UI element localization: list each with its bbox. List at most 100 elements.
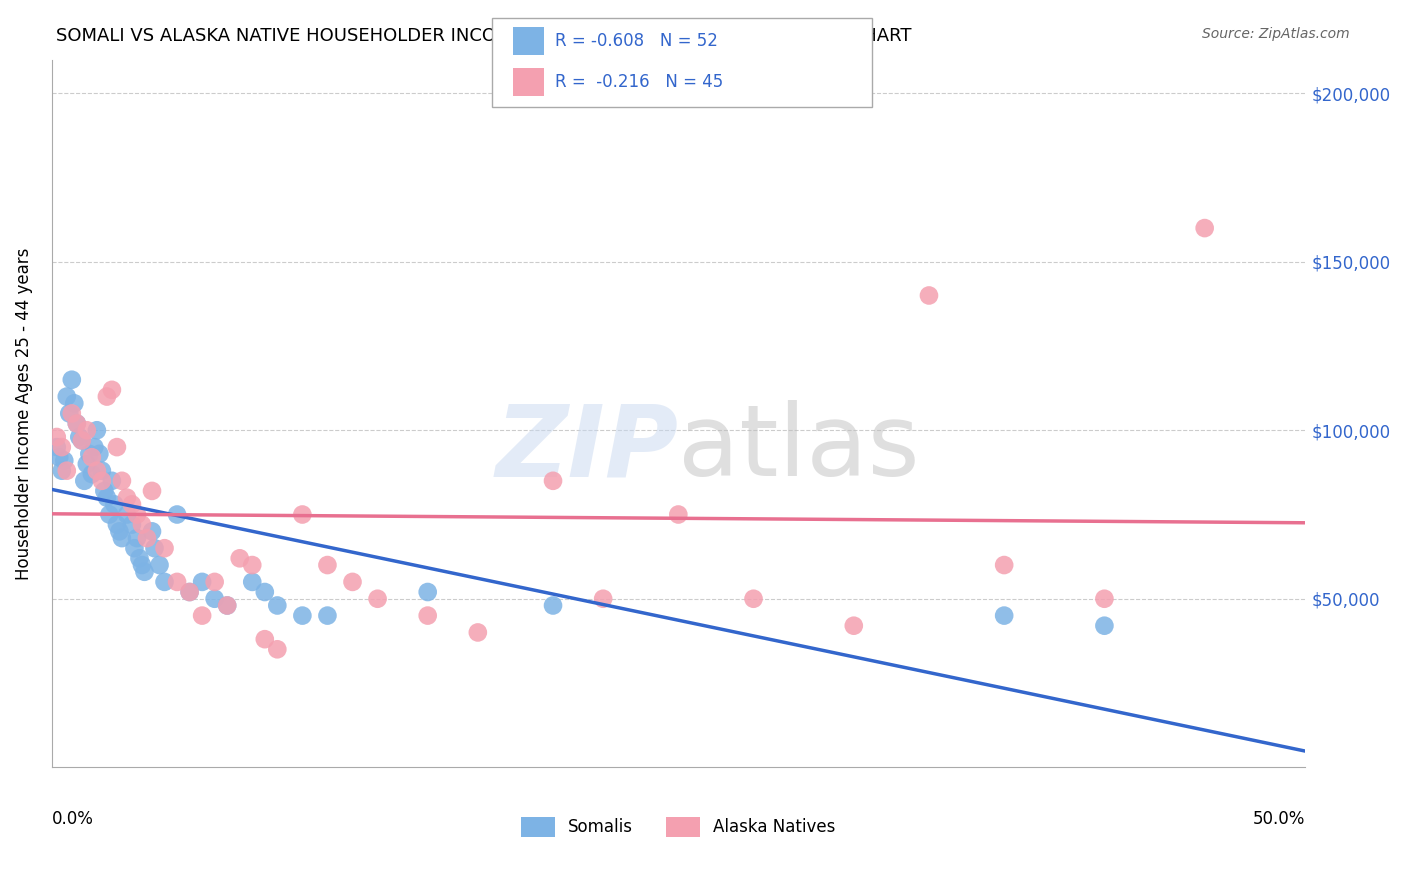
Alaska Natives (316, 558, 339, 572)
Somalis (105, 517, 128, 532)
Somalis (131, 558, 153, 572)
Somalis (416, 585, 439, 599)
Somalis (266, 599, 288, 613)
Alaska Natives (45, 430, 67, 444)
Somalis (121, 517, 143, 532)
Somalis (166, 508, 188, 522)
Alaska Natives (121, 497, 143, 511)
Alaska Natives (125, 508, 148, 522)
Alaska Natives (96, 390, 118, 404)
Somalis (80, 467, 103, 481)
Somalis (45, 440, 67, 454)
Alaska Natives (66, 417, 89, 431)
Alaska Natives (80, 450, 103, 465)
Alaska Natives (105, 440, 128, 454)
Somalis (51, 464, 73, 478)
Alaska Natives (1194, 221, 1216, 235)
Somalis (153, 574, 176, 589)
Alaska Natives (115, 491, 138, 505)
Somalis (90, 464, 112, 478)
Somalis (316, 608, 339, 623)
Alaska Natives (86, 464, 108, 478)
Alaska Natives (742, 591, 765, 606)
Alaska Natives (76, 423, 98, 437)
Somalis (89, 447, 111, 461)
Somalis (111, 531, 134, 545)
Somalis (103, 497, 125, 511)
Somalis (204, 591, 226, 606)
Somalis (148, 558, 170, 572)
Somalis (56, 390, 79, 404)
Text: ZIP: ZIP (495, 401, 678, 498)
Alaska Natives (842, 618, 865, 632)
Somalis (63, 396, 86, 410)
Somalis (53, 453, 76, 467)
Alaska Natives (111, 474, 134, 488)
Legend: Somalis, Alaska Natives: Somalis, Alaska Natives (515, 810, 842, 844)
Somalis (240, 574, 263, 589)
Alaska Natives (993, 558, 1015, 572)
Alaska Natives (266, 642, 288, 657)
Somalis (67, 430, 90, 444)
Text: atlas: atlas (678, 401, 920, 498)
Somalis (93, 483, 115, 498)
Somalis (141, 524, 163, 539)
Alaska Natives (291, 508, 314, 522)
Alaska Natives (918, 288, 941, 302)
Somalis (48, 450, 70, 465)
Alaska Natives (204, 574, 226, 589)
Somalis (1094, 618, 1116, 632)
Alaska Natives (70, 434, 93, 448)
Somalis (253, 585, 276, 599)
Somalis (96, 491, 118, 505)
Somalis (76, 457, 98, 471)
Alaska Natives (56, 464, 79, 478)
Text: Source: ZipAtlas.com: Source: ZipAtlas.com (1202, 27, 1350, 41)
Alaska Natives (240, 558, 263, 572)
Text: 0.0%: 0.0% (52, 810, 94, 828)
Alaska Natives (101, 383, 124, 397)
Alaska Natives (367, 591, 389, 606)
Text: R = -0.608   N = 52: R = -0.608 N = 52 (555, 32, 718, 50)
Alaska Natives (416, 608, 439, 623)
Somalis (128, 551, 150, 566)
Alaska Natives (342, 574, 364, 589)
Alaska Natives (60, 406, 83, 420)
Somalis (124, 541, 146, 556)
Somalis (83, 440, 105, 454)
Alaska Natives (131, 517, 153, 532)
Somalis (98, 508, 121, 522)
Somalis (191, 574, 214, 589)
Alaska Natives (229, 551, 252, 566)
Somalis (143, 541, 166, 556)
Alaska Natives (141, 483, 163, 498)
Somalis (86, 423, 108, 437)
Somalis (66, 417, 89, 431)
Text: R =  -0.216   N = 45: R = -0.216 N = 45 (555, 73, 724, 91)
Somalis (217, 599, 239, 613)
Alaska Natives (191, 608, 214, 623)
Somalis (60, 373, 83, 387)
Alaska Natives (253, 632, 276, 647)
Somalis (73, 474, 96, 488)
Somalis (115, 508, 138, 522)
Alaska Natives (153, 541, 176, 556)
Somalis (179, 585, 201, 599)
Somalis (134, 565, 156, 579)
Text: SOMALI VS ALASKA NATIVE HOUSEHOLDER INCOME AGES 25 - 44 YEARS CORRELATION CHART: SOMALI VS ALASKA NATIVE HOUSEHOLDER INCO… (56, 27, 911, 45)
Somalis (993, 608, 1015, 623)
Alaska Natives (1094, 591, 1116, 606)
Somalis (70, 434, 93, 448)
Alaska Natives (592, 591, 614, 606)
Text: 50.0%: 50.0% (1253, 810, 1305, 828)
Somalis (108, 524, 131, 539)
Somalis (58, 406, 80, 420)
Y-axis label: Householder Income Ages 25 - 44 years: Householder Income Ages 25 - 44 years (15, 247, 32, 580)
Alaska Natives (136, 531, 159, 545)
Somalis (79, 447, 101, 461)
Alaska Natives (90, 474, 112, 488)
Alaska Natives (166, 574, 188, 589)
Alaska Natives (541, 474, 564, 488)
Somalis (101, 474, 124, 488)
Alaska Natives (666, 508, 689, 522)
